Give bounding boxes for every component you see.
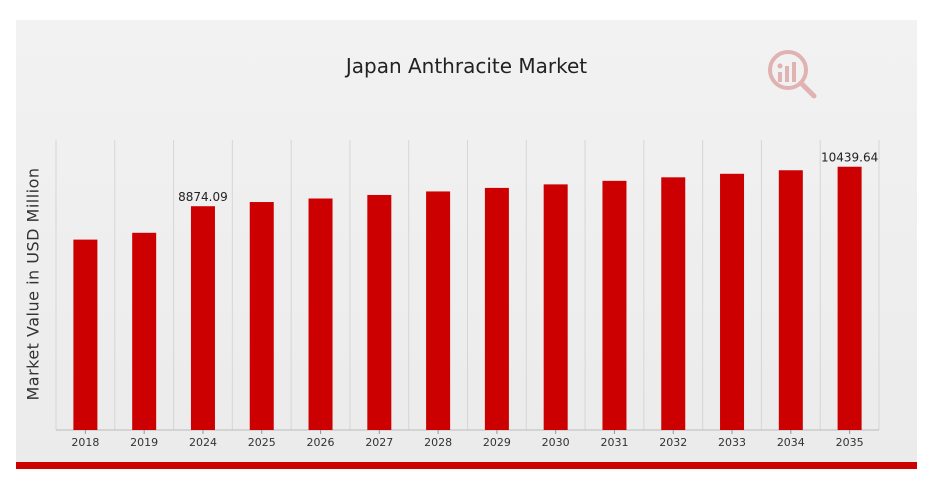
- bar-2031: [602, 180, 627, 430]
- chart-panel: [16, 20, 917, 462]
- x-tick-label-2028: 2028: [424, 436, 452, 449]
- x-tick-label-2018: 2018: [71, 436, 99, 449]
- x-tick-label-2033: 2033: [718, 436, 746, 449]
- x-tick-label-2027: 2027: [365, 436, 393, 449]
- bar-2019: [132, 232, 157, 430]
- x-tick-label-2031: 2031: [600, 436, 628, 449]
- x-tick-label-2019: 2019: [130, 436, 158, 449]
- x-tick-label-2035: 2035: [836, 436, 864, 449]
- bar-2028: [426, 191, 451, 430]
- bar-2024: [190, 206, 215, 430]
- x-tick-label-2026: 2026: [307, 436, 335, 449]
- data-label-2024: 8874.09: [178, 190, 228, 204]
- bar-2030: [543, 184, 568, 430]
- bar-2026: [308, 198, 333, 430]
- bar-2025: [249, 202, 274, 430]
- bar-2029: [484, 187, 509, 430]
- x-tick-label-2024: 2024: [189, 436, 217, 449]
- x-tick-label-2030: 2030: [542, 436, 570, 449]
- chart-magnifier-logo-icon: [768, 50, 817, 99]
- bottom-accent-stripe: [16, 462, 917, 469]
- x-tick-label-2032: 2032: [659, 436, 687, 449]
- chart-title: Japan Anthracite Market: [345, 54, 588, 78]
- data-label-2035: 10439.64: [821, 151, 878, 165]
- bar-2033: [720, 173, 745, 430]
- bar-2018: [73, 239, 98, 430]
- x-tick-label-2025: 2025: [248, 436, 276, 449]
- bar-2034: [778, 170, 803, 430]
- x-tick-label-2029: 2029: [483, 436, 511, 449]
- bar-2027: [367, 194, 392, 430]
- x-tick-label-2034: 2034: [777, 436, 805, 449]
- bar-2035: [837, 166, 862, 431]
- bar-2032: [661, 177, 686, 430]
